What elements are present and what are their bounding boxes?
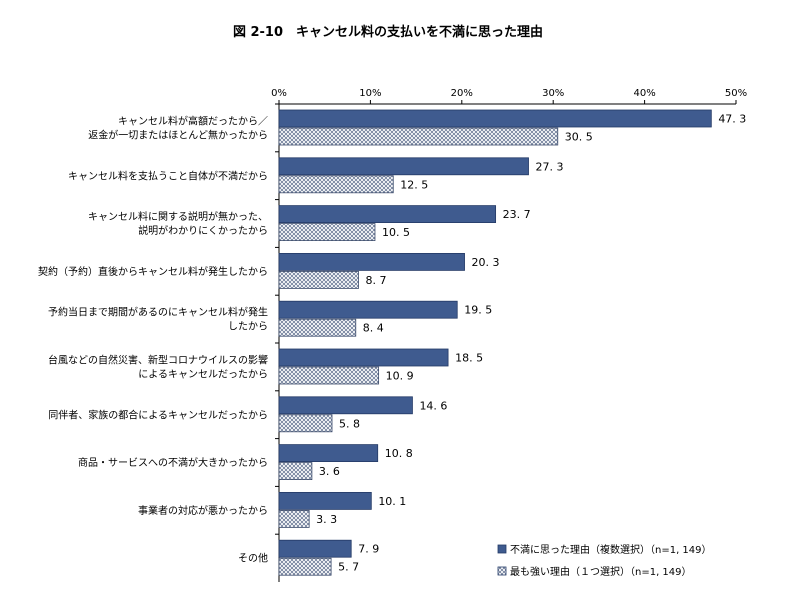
category-label: 予約当日まで期間があるのにキャンセル料が発生 bbox=[48, 306, 268, 319]
chart-title: 図 2-10 キャンセル料の支払いを不満に思った理由 bbox=[233, 24, 543, 40]
data-label: 14. 6 bbox=[419, 399, 447, 412]
data-label: 30. 5 bbox=[565, 131, 593, 144]
bar-multiple-choice bbox=[278, 252, 465, 271]
category-label: キャンセル料が高額だったから／ bbox=[118, 115, 268, 128]
data-label: 3. 6 bbox=[319, 465, 340, 478]
bar-single-choice bbox=[278, 270, 359, 289]
x-tick-label: 0% bbox=[271, 88, 287, 99]
data-label: 20. 3 bbox=[472, 256, 500, 269]
bar-single-choice bbox=[278, 557, 332, 576]
category-label: キャンセル料を支払うこと自体が不満だから bbox=[68, 169, 268, 182]
bar-single-choice bbox=[278, 462, 313, 481]
category-label: その他 bbox=[238, 552, 268, 565]
category-label: 台風などの自然災害、新型コロナウイルスの影響 bbox=[48, 354, 268, 367]
data-label: 3. 3 bbox=[316, 513, 337, 526]
data-label: 8. 4 bbox=[363, 322, 384, 335]
bar-multiple-choice bbox=[278, 348, 449, 367]
category-label: したから bbox=[228, 321, 268, 333]
x-tick-label: 50% bbox=[725, 88, 747, 99]
data-label: 47. 3 bbox=[718, 113, 746, 126]
bar-single-choice bbox=[278, 318, 357, 337]
data-label: 8. 7 bbox=[366, 274, 387, 287]
category-label: 同伴者、家族の都合によるキャンセルだったから bbox=[48, 408, 268, 421]
data-label: 7. 9 bbox=[358, 543, 379, 556]
data-label: 18. 5 bbox=[455, 352, 483, 365]
bar-multiple-choice bbox=[278, 396, 413, 415]
category-label: 契約（予約）直後からキャンセル料が発生したから bbox=[38, 265, 268, 278]
data-label: 12. 5 bbox=[400, 178, 428, 191]
x-tick-label: 10% bbox=[359, 88, 381, 99]
bar-multiple-choice bbox=[278, 539, 352, 558]
category-label: 商品・サービスへの不満が大きかったから bbox=[78, 456, 268, 469]
bar-multiple-choice bbox=[278, 109, 712, 128]
bar-single-choice bbox=[278, 127, 559, 146]
data-label: 10. 1 bbox=[378, 495, 406, 508]
legend-label: 不満に思った理由（複数選択）（n=1, 149） bbox=[510, 543, 712, 556]
category-label: キャンセル料に関する説明が無かった、 bbox=[88, 210, 268, 223]
data-label: 19. 5 bbox=[464, 304, 492, 317]
legend-swatch bbox=[497, 544, 507, 554]
data-label: 23. 7 bbox=[503, 208, 531, 221]
category-label: 説明がわかりにくかったから bbox=[138, 224, 268, 237]
legend-swatch bbox=[497, 566, 507, 576]
category-label: 事業者の対応が悪かったから bbox=[138, 504, 268, 517]
bar-single-choice bbox=[278, 223, 376, 242]
data-label: 5. 8 bbox=[339, 417, 360, 430]
data-label: 5. 7 bbox=[338, 561, 359, 574]
bar-single-choice bbox=[278, 414, 333, 433]
bar-single-choice bbox=[278, 509, 310, 528]
category-label: 返金が一切またはほとんど無かったから bbox=[88, 129, 268, 142]
bar-multiple-choice bbox=[278, 157, 529, 176]
bar-single-choice bbox=[278, 366, 380, 385]
x-tick-label: 30% bbox=[542, 88, 564, 99]
bar-multiple-choice bbox=[278, 444, 379, 463]
data-label: 10. 9 bbox=[386, 370, 414, 383]
data-label: 10. 8 bbox=[385, 447, 413, 460]
x-tick-label: 40% bbox=[633, 88, 655, 99]
bar-multiple-choice bbox=[278, 205, 497, 224]
category-label: によるキャンセルだったから bbox=[138, 369, 268, 381]
bar-multiple-choice bbox=[278, 491, 372, 510]
data-label: 27. 3 bbox=[536, 160, 564, 173]
data-label: 10. 5 bbox=[382, 226, 410, 239]
legend-label: 最も強い理由（１つ選択）（n=1, 149） bbox=[510, 565, 692, 578]
bar-single-choice bbox=[278, 175, 394, 194]
x-tick-label: 20% bbox=[451, 88, 473, 99]
bar-multiple-choice bbox=[278, 300, 458, 319]
